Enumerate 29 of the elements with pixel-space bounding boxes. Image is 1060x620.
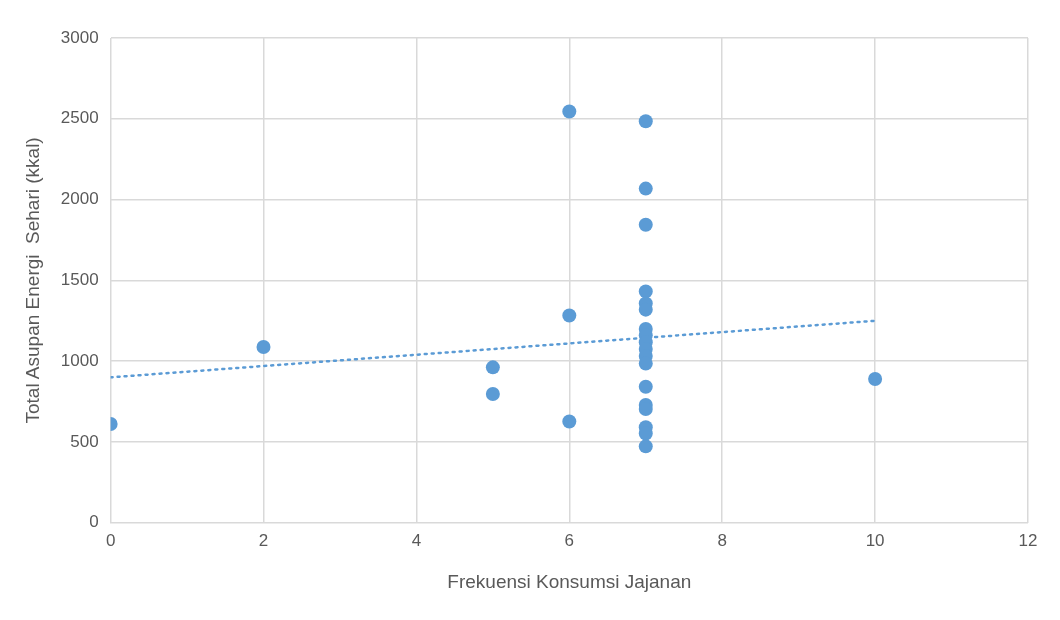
point — [868, 371, 883, 386]
y-tick-label: 0 — [89, 512, 99, 532]
point — [638, 439, 653, 454]
point — [638, 217, 653, 232]
x-tick-label: 10 — [865, 530, 885, 550]
point — [562, 414, 577, 429]
x-tick-label: 8 — [717, 530, 727, 550]
point — [485, 387, 500, 402]
y-tick-label: 2000 — [60, 189, 99, 209]
y-tick-label: 3000 — [60, 27, 99, 47]
y-axis-title: Total Asupan Energi Sehari (kkal) — [21, 137, 43, 424]
y-tick-label: 1000 — [60, 350, 99, 370]
point — [638, 181, 653, 196]
y-tick-label: 2500 — [60, 108, 99, 128]
x-tick-label: 0 — [105, 530, 116, 550]
x-tick-label: 4 — [411, 530, 422, 550]
point — [638, 284, 653, 299]
x-axis-title: Frekuensi Konsumsi Jajanan — [447, 570, 692, 592]
point — [562, 104, 577, 119]
point — [256, 339, 271, 354]
point — [562, 308, 577, 323]
point — [638, 114, 653, 129]
y-tick-label: 1500 — [60, 270, 99, 290]
point — [485, 360, 500, 375]
point — [638, 379, 653, 394]
x-tick-label: 2 — [258, 530, 269, 550]
y-tick-label: 500 — [70, 431, 99, 451]
x-tick-label: 12 — [1018, 530, 1038, 550]
x-tick-label: 6 — [564, 530, 575, 550]
